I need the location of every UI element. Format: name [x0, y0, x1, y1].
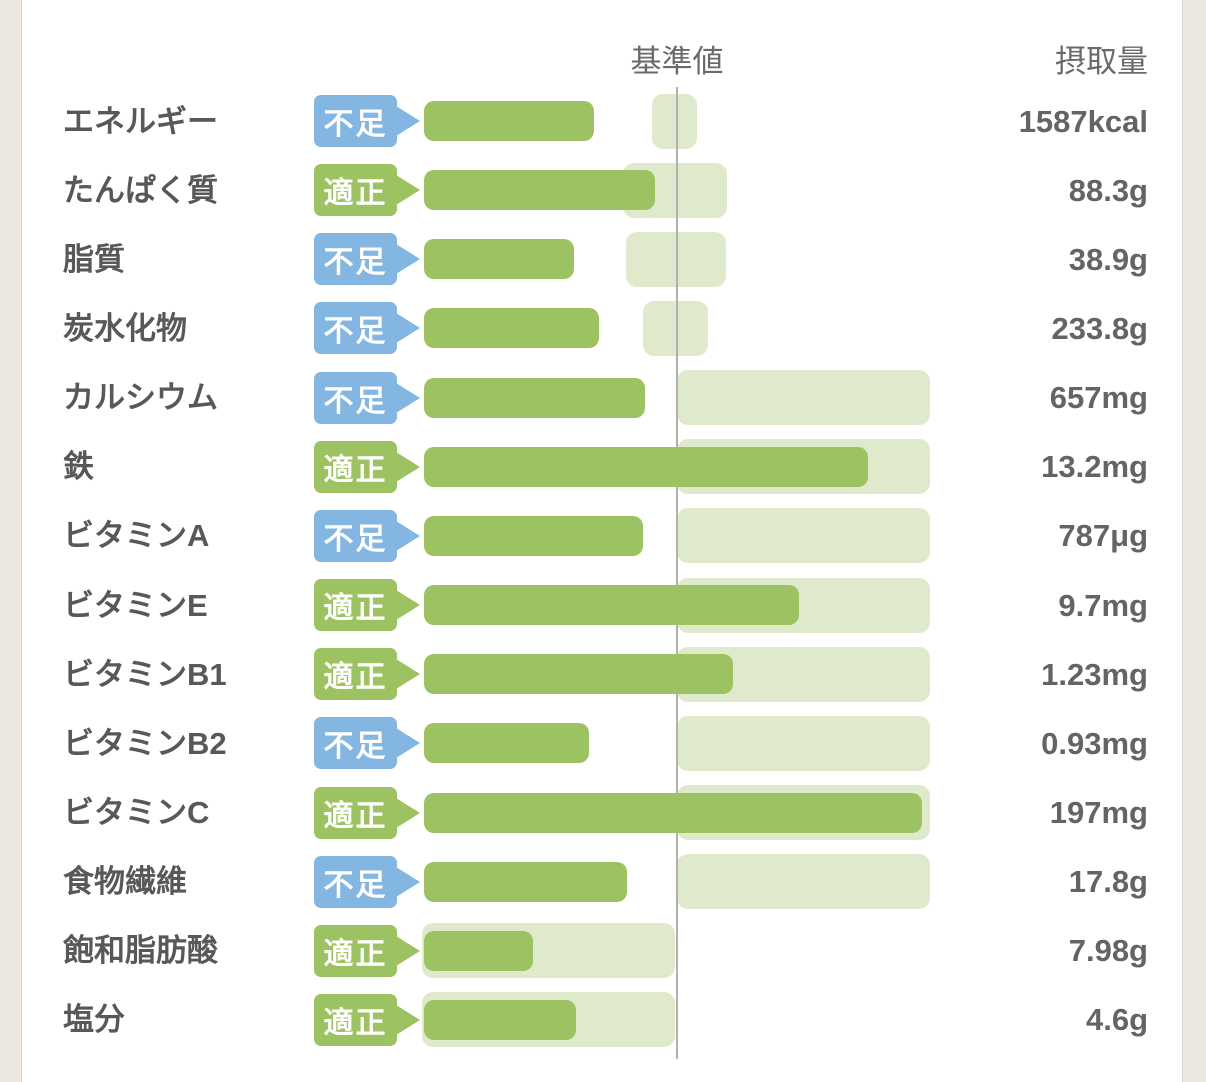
- nutrient-label: カルシウム: [63, 380, 218, 416]
- intake-value: 17.8g: [1068, 864, 1148, 900]
- intake-value: 9.7mg: [1058, 587, 1148, 623]
- nutrient-row: ビタミンC 適正 197mg: [0, 778, 1206, 847]
- status-badge: 適正: [314, 786, 420, 839]
- nutrient-label: ビタミンA: [63, 518, 210, 554]
- intake-bar: [424, 170, 655, 211]
- intake-bar: [424, 654, 733, 695]
- status-badge: 適正: [314, 164, 420, 217]
- standard-value-line: [676, 87, 678, 1059]
- recommended-range-bar: [677, 854, 930, 910]
- intake-bar: [424, 792, 922, 833]
- intake-bar: [424, 930, 533, 971]
- nutrient-row: ビタミンB1 適正 1.23mg: [0, 640, 1206, 709]
- intake-value: 13.2mg: [1041, 449, 1148, 485]
- intake-bar: [424, 999, 576, 1040]
- recommended-range-bar: [652, 93, 697, 149]
- nutrient-row: 塩分 適正 4.6g: [0, 985, 1206, 1054]
- status-badge-text: 不足: [323, 246, 388, 280]
- status-badge: 不足: [314, 371, 420, 424]
- nutrient-label: 飽和脂肪酸: [63, 933, 218, 969]
- status-badge-text: 不足: [323, 730, 388, 764]
- nutrient-row: たんぱく質 適正 88.3g: [0, 156, 1206, 225]
- status-badge: 適正: [314, 993, 420, 1046]
- status-badge-text: 不足: [323, 868, 388, 902]
- status-badge: 適正: [314, 440, 420, 493]
- intake-bar: [424, 861, 627, 902]
- status-badge: 適正: [314, 648, 420, 701]
- intake-value: 88.3g: [1068, 172, 1148, 208]
- status-badge-text: 適正: [323, 177, 388, 211]
- intake-value: 7.98g: [1068, 933, 1148, 969]
- nutrient-label: 炭水化物: [63, 310, 187, 346]
- intake-bar: [424, 239, 574, 280]
- status-badge: 不足: [314, 95, 420, 147]
- nutrient-label: たんぱく質: [63, 172, 218, 208]
- intake-value: 0.93mg: [1041, 725, 1148, 761]
- status-badge: 適正: [314, 924, 420, 977]
- nutrient-row: エネルギー 不足 1587kcal: [0, 87, 1206, 156]
- status-badge-text: 不足: [323, 315, 388, 349]
- status-badge: 不足: [314, 302, 420, 355]
- nutrient-label: ビタミンB2: [63, 725, 227, 761]
- nutrient-label: エネルギー: [63, 103, 218, 139]
- status-badge-text: 不足: [323, 384, 388, 418]
- intake-value: 233.8g: [1051, 310, 1148, 346]
- intake-bar: [424, 515, 643, 556]
- standard-value-header: 基準値: [630, 44, 724, 79]
- nutrient-row: 食物繊維 不足 17.8g: [0, 847, 1206, 916]
- nutrient-row: 飽和脂肪酸 適正 7.98g: [0, 916, 1206, 985]
- nutrient-row: ビタミンE 適正 9.7mg: [0, 571, 1206, 640]
- intake-bar: [424, 723, 589, 764]
- intake-value: 787μg: [1058, 518, 1148, 554]
- nutrient-label: 食物繊維: [63, 864, 187, 900]
- intake-bar: [424, 101, 594, 141]
- status-badge-text: 適正: [323, 661, 388, 695]
- nutrient-label: 塩分: [63, 1002, 125, 1038]
- status-badge-text: 不足: [323, 108, 388, 141]
- nutrient-row: 炭水化物 不足 233.8g: [0, 294, 1206, 363]
- intake-bar: [424, 308, 599, 349]
- status-badge: 不足: [314, 717, 420, 770]
- intake-amount-header: 摂取量: [1055, 44, 1148, 79]
- nutrient-row: 脂質 不足 38.9g: [0, 225, 1206, 294]
- recommended-range-bar: [643, 300, 708, 356]
- recommended-range-bar: [677, 715, 930, 771]
- recommended-range-bar: [677, 508, 930, 564]
- intake-value: 1.23mg: [1041, 656, 1148, 692]
- status-badge: 不足: [314, 855, 420, 908]
- nutrient-label: ビタミンE: [63, 587, 208, 623]
- nutrient-label: ビタミンB1: [63, 656, 227, 692]
- nutrient-row: カルシウム 不足 657mg: [0, 363, 1206, 432]
- status-badge-text: 不足: [323, 522, 388, 556]
- nutrient-row: 鉄 適正 13.2mg: [0, 432, 1206, 501]
- status-badge-text: 適正: [323, 1006, 388, 1040]
- intake-value: 1587kcal: [1018, 103, 1148, 139]
- intake-value: 38.9g: [1068, 241, 1148, 277]
- status-badge-text: 適正: [323, 937, 388, 971]
- status-badge: 不足: [314, 509, 420, 562]
- intake-bar: [424, 585, 799, 626]
- status-badge-text: 適正: [323, 799, 388, 833]
- nutrient-label: 脂質: [63, 241, 125, 277]
- nutrient-label: 鉄: [63, 449, 94, 485]
- status-badge-text: 適正: [323, 592, 388, 626]
- nutrient-label: ビタミンC: [63, 795, 210, 830]
- intake-bar: [424, 377, 645, 418]
- recommended-range-bar: [677, 370, 930, 426]
- status-badge: 適正: [314, 579, 420, 632]
- nutrient-row: ビタミンB2 不足 0.93mg: [0, 709, 1206, 778]
- nutrient-row: ビタミンA 不足 787μg: [0, 501, 1206, 570]
- intake-value: 4.6g: [1085, 1002, 1148, 1038]
- status-badge: 不足: [314, 233, 420, 286]
- intake-value: 657mg: [1049, 380, 1148, 416]
- status-badge-text: 適正: [323, 453, 388, 487]
- intake-value: 197mg: [1049, 795, 1148, 830]
- intake-bar: [424, 446, 868, 487]
